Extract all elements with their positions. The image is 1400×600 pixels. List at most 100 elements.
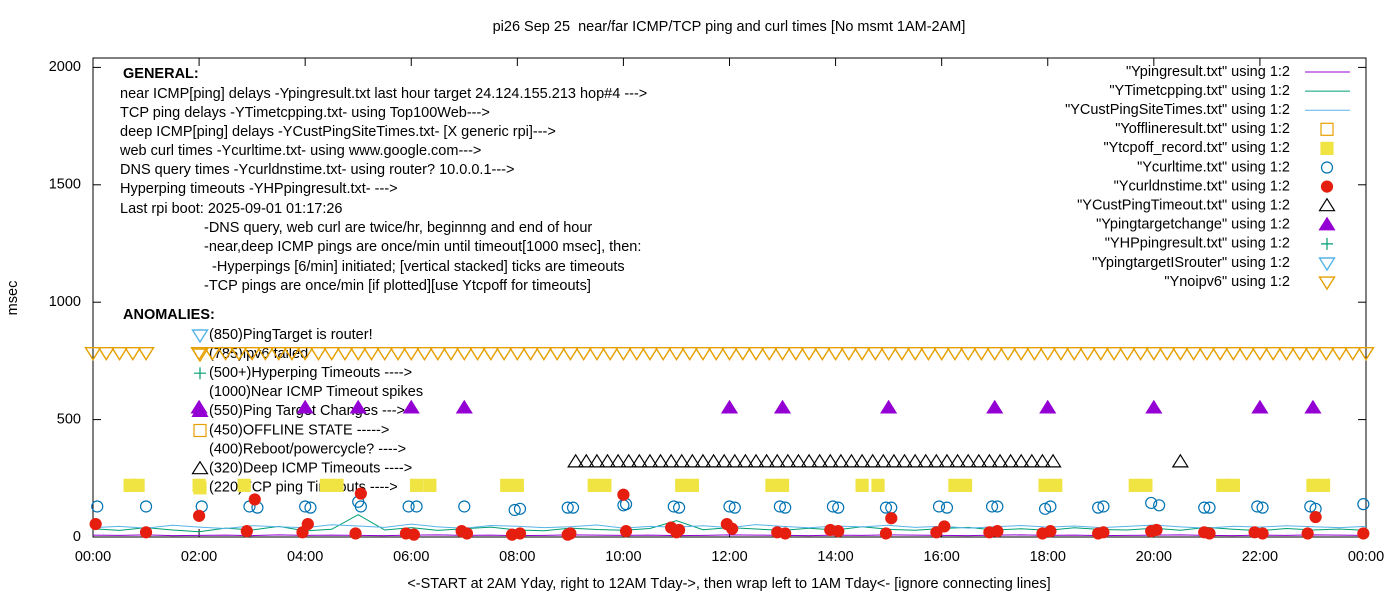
data-point — [832, 525, 845, 538]
data-point — [1092, 501, 1105, 514]
data-point — [1150, 523, 1163, 537]
annotation: ANOMALIES: — [123, 307, 215, 323]
data-point — [667, 346, 686, 361]
data-point — [662, 453, 680, 468]
data-point — [535, 346, 553, 361]
data-point — [641, 453, 659, 468]
data-point — [715, 453, 733, 468]
data-point — [248, 493, 261, 506]
data-point — [423, 478, 437, 492]
data-point — [705, 453, 723, 468]
data-point — [1145, 496, 1158, 510]
data-point — [609, 453, 627, 468]
data-point — [548, 346, 566, 361]
legend-swatch — [1318, 276, 1336, 291]
data-point — [336, 346, 354, 361]
data-point — [821, 453, 839, 468]
data-point — [707, 346, 726, 361]
data-point — [407, 528, 421, 541]
data-point — [84, 346, 102, 361]
data-point — [654, 346, 672, 361]
data-point — [1251, 500, 1264, 513]
data-point — [627, 346, 646, 361]
x-tick-label: 18:00 — [1030, 549, 1066, 565]
data-point — [1304, 399, 1322, 414]
legend-label: "Ytcpoff_record.txt" using 1:2 — [1103, 140, 1290, 156]
data-point — [999, 346, 1017, 361]
data-point — [970, 453, 988, 468]
legend-swatch — [1320, 122, 1334, 136]
data-point — [619, 525, 633, 538]
data-point — [510, 478, 524, 492]
data-point — [1092, 346, 1110, 361]
data-point — [455, 346, 474, 361]
data-point — [598, 453, 617, 468]
data-point — [322, 346, 341, 361]
data-point — [1256, 501, 1269, 514]
data-point — [354, 500, 367, 513]
data-point — [885, 453, 903, 468]
y-tick-label: 1500 — [49, 177, 81, 193]
data-point — [190, 346, 208, 361]
legend-swatch — [1318, 257, 1336, 272]
data-point — [601, 346, 619, 361]
data-point — [513, 502, 527, 515]
data-point — [726, 453, 744, 468]
data-point — [410, 500, 423, 513]
anomaly-note: (785)ipv6 failed — [209, 346, 308, 362]
data-point — [482, 346, 500, 361]
legend-swatch — [1320, 141, 1334, 155]
legend-label: "Ycurldnstime.txt" using 1:2 — [1114, 178, 1290, 194]
data-point — [932, 346, 951, 361]
legend-label: "Yofflineresult.txt" using 1:2 — [1115, 121, 1290, 137]
anomaly-icon — [193, 423, 207, 438]
y-axis-label: msec — [5, 281, 21, 316]
legend-label: "YCustPingTimeout.txt" using 1:2 — [1077, 198, 1290, 214]
anomaly-icon — [194, 367, 206, 380]
data-point — [940, 501, 954, 514]
data-point — [667, 500, 680, 513]
data-point — [871, 478, 885, 492]
data-point — [561, 346, 580, 361]
data-point — [455, 399, 473, 414]
data-point — [879, 346, 898, 361]
data-point — [985, 500, 999, 513]
data-point — [1039, 399, 1057, 414]
data-point — [779, 453, 797, 468]
data-point — [683, 453, 701, 468]
data-point — [1033, 453, 1052, 468]
data-point — [513, 527, 527, 540]
data-point — [1131, 346, 1150, 361]
data-point — [842, 453, 861, 468]
legend-swatch — [1321, 237, 1333, 250]
data-point — [1044, 453, 1062, 468]
data-point — [800, 453, 818, 468]
data-point — [880, 399, 898, 414]
legend-swatch — [1318, 197, 1336, 212]
chart-title: pi26 Sep 25 near/far ICMP/TCP ping and c… — [493, 19, 966, 35]
y-tick-label: 0 — [73, 529, 81, 545]
data-point — [309, 346, 328, 361]
data-point — [728, 501, 741, 514]
data-point — [736, 453, 754, 468]
data-point — [789, 453, 808, 468]
data-point — [97, 346, 116, 361]
data-point — [986, 399, 1004, 414]
y-tick-label: 500 — [57, 411, 81, 427]
data-point — [832, 501, 845, 514]
data-point — [906, 453, 924, 468]
data-point — [991, 500, 1004, 513]
legend-swatch — [1320, 180, 1334, 193]
data-point — [1145, 399, 1163, 414]
x-tick-label: 20:00 — [1136, 549, 1172, 565]
data-point — [906, 346, 924, 361]
data-point — [349, 527, 362, 540]
data-point — [938, 520, 951, 533]
data-point — [460, 527, 474, 540]
data-point — [680, 346, 699, 361]
data-point — [588, 453, 606, 468]
data-point — [1044, 500, 1057, 513]
data-point — [508, 346, 527, 361]
data-point — [192, 478, 206, 492]
